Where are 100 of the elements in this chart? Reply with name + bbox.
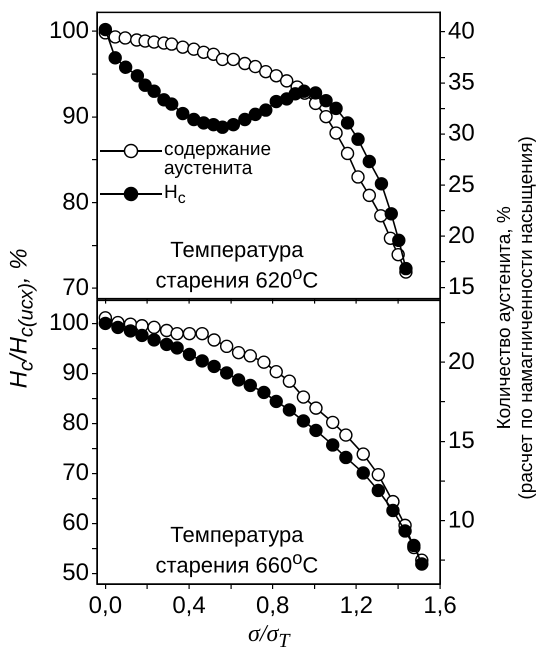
point [182, 348, 196, 362]
point [309, 424, 323, 438]
point [160, 324, 174, 338]
y2-tick-label: 35 [448, 68, 475, 96]
point [147, 320, 161, 334]
point [326, 416, 340, 430]
y-tick-label: 80 [62, 188, 89, 216]
y2-tick-label: 10 [448, 506, 475, 534]
point [257, 386, 271, 400]
point [340, 146, 354, 160]
x-tick-label: 1,2 [340, 592, 374, 620]
point [182, 326, 196, 340]
point [226, 118, 240, 132]
point [160, 338, 174, 352]
point [356, 447, 370, 461]
y-tick-label: 80 [62, 409, 89, 436]
point [147, 84, 161, 98]
point [147, 333, 161, 347]
point [282, 374, 296, 388]
point [111, 320, 125, 334]
y-tick-label: 90 [62, 359, 89, 386]
point [308, 86, 322, 100]
point [138, 78, 152, 92]
legend-label: H$_{c}$ [164, 182, 186, 208]
point [280, 74, 294, 88]
point [244, 349, 258, 363]
y-tick-label: 50 [62, 559, 89, 586]
point [384, 207, 398, 220]
point [351, 132, 365, 146]
point [176, 106, 190, 120]
point [372, 468, 385, 482]
point [118, 60, 132, 74]
x-tick-label: 1,6 [423, 592, 457, 620]
point [257, 355, 271, 369]
point [108, 51, 122, 65]
y2-tick-label: 20 [448, 348, 475, 375]
y-tick-label: 90 [62, 102, 89, 130]
y2-tick-label: 15 [448, 427, 475, 454]
y-tick-label: 100 [48, 16, 89, 44]
point [270, 364, 283, 378]
point [220, 340, 234, 354]
point [398, 524, 412, 538]
point [329, 126, 343, 140]
point [319, 94, 333, 108]
y-tick-label: 60 [62, 509, 89, 536]
point [170, 341, 184, 355]
point [362, 188, 376, 202]
point [282, 403, 296, 417]
point [415, 557, 429, 571]
point [374, 209, 388, 223]
y2-tick-label: 30 [448, 120, 475, 147]
x-axis-title: σ/σ$_{T}$ [248, 621, 290, 651]
y2-tick-label: 25 [448, 170, 475, 198]
point [176, 40, 190, 54]
point [296, 390, 310, 404]
point [259, 103, 272, 117]
point [386, 504, 400, 518]
point [244, 378, 258, 392]
point [270, 94, 283, 108]
point [216, 120, 230, 134]
point [329, 102, 343, 116]
point [220, 366, 234, 380]
point [296, 414, 310, 428]
point [207, 333, 221, 347]
point [238, 56, 252, 70]
point [362, 154, 376, 168]
point [207, 360, 221, 374]
annotation: Температура старения 620$^{o}$C [156, 236, 318, 293]
point [135, 328, 149, 342]
point [372, 484, 385, 498]
point [339, 428, 353, 442]
y2-tick-label: 15 [448, 272, 475, 300]
point [226, 52, 240, 66]
y-tick-label: 70 [62, 274, 89, 301]
point [130, 69, 144, 83]
point [270, 69, 283, 82]
y-tick-label: 70 [62, 459, 89, 486]
point [356, 466, 370, 480]
y-tick-label: 100 [48, 309, 89, 336]
point [232, 346, 246, 360]
x-tick-label: 0,0 [88, 592, 122, 620]
point [340, 116, 354, 130]
legend-label: содержание аустенита [164, 138, 272, 180]
point [118, 31, 132, 45]
point [232, 373, 246, 387]
point [326, 438, 340, 452]
point [351, 170, 365, 184]
point [374, 177, 388, 190]
y2-tick-label: 20 [448, 222, 475, 249]
x-tick-label: 0,4 [172, 592, 206, 620]
point [196, 354, 209, 368]
point [164, 37, 178, 51]
point [319, 110, 333, 124]
point [399, 262, 413, 276]
point [196, 326, 209, 340]
point [170, 326, 184, 340]
point [392, 234, 406, 248]
point [270, 394, 283, 408]
point [309, 401, 323, 415]
point [238, 112, 252, 126]
